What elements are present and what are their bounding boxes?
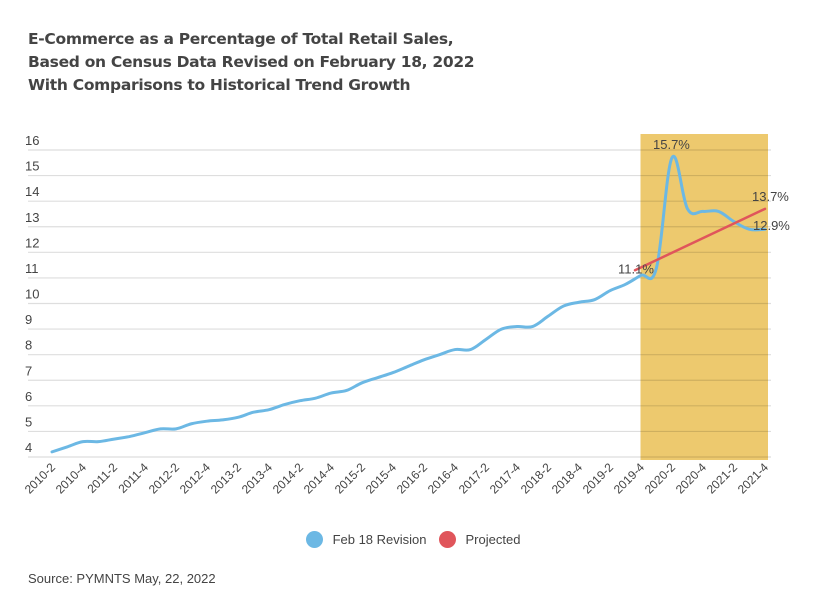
y-tick-label: 6 (25, 389, 32, 404)
x-tick-label: 2019-4 (611, 460, 648, 497)
x-tick-label: 2016-2 (394, 460, 431, 497)
x-axis-ticks: 2010-22010-42011-22011-42012-22012-42013… (22, 460, 772, 497)
annotations: 11.1% 15.7% 13.7% 12.9% (618, 137, 790, 276)
x-tick-label: 2013-4 (239, 460, 276, 497)
x-tick-label: 2020-4 (673, 460, 710, 497)
data-label: 13.7% (752, 189, 789, 204)
x-tick-label: 2015-2 (332, 460, 369, 497)
legend-label-revision: Feb 18 Revision (332, 532, 427, 547)
data-label: 11.1% (618, 261, 654, 276)
legend-dot-revision (305, 531, 323, 548)
data-label: 15.7% (653, 137, 690, 152)
y-tick-label: 11 (25, 261, 39, 276)
legend-dot-projected (438, 531, 456, 548)
legend-item-projected[interactable]: Projected (438, 531, 521, 548)
x-tick-label: 2021-2 (704, 460, 741, 497)
title-line-2: Based on Census Data Revised on February… (28, 53, 475, 71)
y-tick-label: 9 (25, 312, 32, 327)
legend: Feb 18 Revision Projected (0, 531, 826, 548)
title-line-3: With Comparisons to Historical Trend Gro… (28, 76, 411, 94)
x-tick-label: 2013-2 (208, 460, 245, 497)
y-tick-label: 13 (25, 210, 39, 225)
chart-title: E-Commerce as a Percentage of Total Reta… (28, 28, 475, 97)
y-tick-label: 7 (25, 363, 32, 378)
series-line-projected (633, 207, 767, 272)
x-tick-label: 2012-2 (146, 460, 183, 497)
x-tick-label: 2018-4 (549, 460, 586, 497)
x-tick-label: 2019-2 (580, 460, 617, 497)
y-tick-label: 8 (25, 338, 32, 353)
x-tick-label: 2010-2 (22, 460, 59, 497)
y-axis-ticks: 4 5 6 7 8 9 10 11 12 13 14 15 16 (25, 133, 39, 455)
x-tick-label: 2015-4 (363, 460, 400, 497)
x-tick-label: 2018-2 (518, 460, 555, 497)
y-tick-label: 5 (25, 414, 32, 429)
x-tick-label: 2020-2 (642, 460, 679, 497)
series-lines (50, 154, 767, 454)
y-tick-label: 4 (25, 440, 32, 455)
y-tick-label: 12 (25, 235, 39, 250)
x-tick-label: 2010-4 (53, 460, 90, 497)
data-label: 12.9% (753, 218, 790, 233)
y-tick-label: 10 (25, 287, 39, 302)
y-tick-label: 14 (25, 184, 39, 199)
series-line-feb-18-revision (50, 154, 767, 454)
y-tick-label: 16 (25, 133, 39, 148)
x-tick-label: 2016-4 (425, 460, 462, 497)
title-line-1: E-Commerce as a Percentage of Total Reta… (28, 30, 454, 48)
legend-item-revision[interactable]: Feb 18 Revision (305, 531, 427, 548)
highlight-region (640, 134, 768, 460)
x-tick-label: 2017-2 (456, 460, 493, 497)
x-tick-label: 2021-4 (735, 460, 772, 497)
x-tick-label: 2012-4 (177, 460, 214, 497)
x-tick-label: 2017-4 (487, 460, 524, 497)
x-tick-label: 2014-4 (301, 460, 338, 497)
x-tick-label: 2011-4 (115, 460, 151, 496)
y-tick-label: 15 (25, 159, 39, 174)
source-note: Source: PYMNTS May, 22, 2022 (28, 571, 216, 586)
legend-label-projected: Projected (465, 532, 521, 547)
x-tick-label: 2014-2 (270, 460, 307, 497)
x-tick-label: 2011-2 (84, 460, 120, 496)
